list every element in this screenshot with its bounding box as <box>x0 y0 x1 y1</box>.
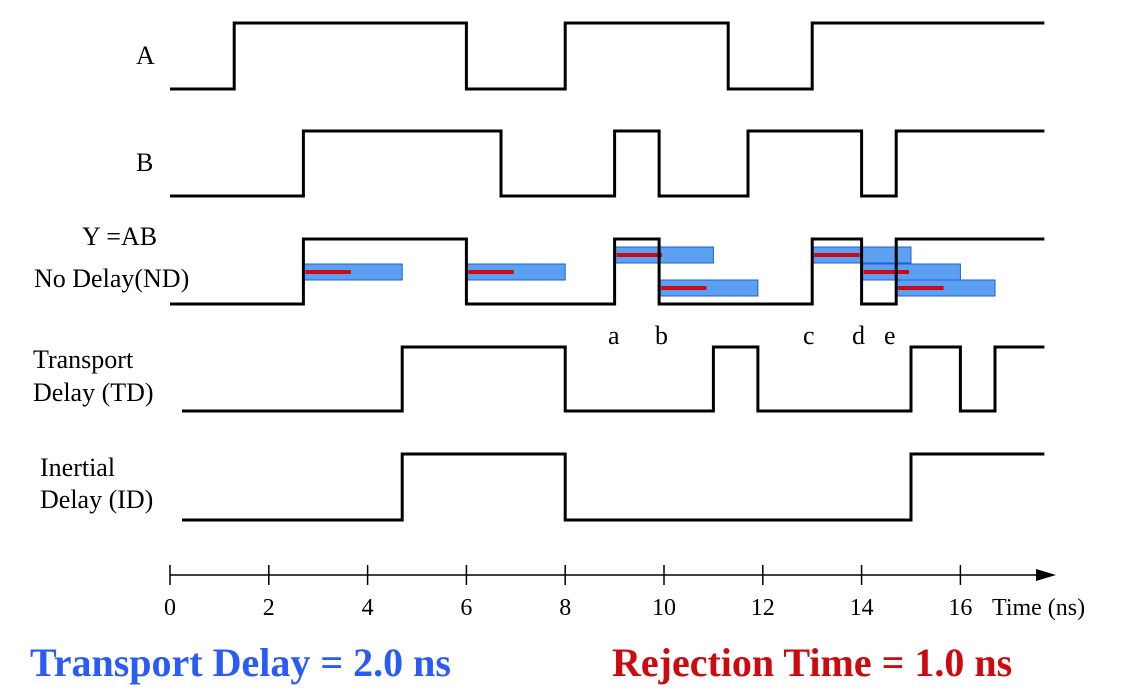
label-no-delay: No Delay(ND) <box>34 264 189 293</box>
axis-tick-label: 12 <box>751 595 775 621</box>
waveforms <box>170 21 1045 522</box>
axis-unit-label: Time (ns) <box>992 595 1085 621</box>
label-inertial-delay: Delay (ID) <box>40 485 153 514</box>
axis-tick-label: 4 <box>362 595 374 621</box>
edge-marker-e: e <box>884 321 896 350</box>
label-transport-delay: Delay (TD) <box>33 378 154 407</box>
edge-marker-b: b <box>655 321 668 350</box>
label-transport: Transport <box>33 345 134 374</box>
axis-tick-label: 10 <box>652 595 676 621</box>
delay-bars <box>302 246 996 297</box>
axis-arrow-icon <box>1036 569 1056 581</box>
edge-marker-a: a <box>608 321 620 350</box>
axis-tick-label: 6 <box>460 595 472 621</box>
axis-tick-label: 8 <box>559 595 571 621</box>
waveform-TD <box>182 345 1045 413</box>
waveform-Y <box>170 237 1045 306</box>
axis-tick-label: 0 <box>164 595 176 621</box>
label-A: A <box>136 41 155 70</box>
signal-labels: A B Y =AB No Delay(ND) Transport Delay (… <box>33 41 189 514</box>
axis-tick-label: 2 <box>263 595 275 621</box>
label-inertial: Inertial <box>40 453 115 482</box>
edge-markers: a b c d e <box>608 321 896 350</box>
waveform-A <box>170 21 1045 91</box>
waveform-ID <box>182 452 1045 522</box>
label-Y: Y =AB <box>82 222 157 251</box>
label-B: B <box>136 148 153 177</box>
axis-tick-label: 14 <box>850 595 874 621</box>
time-axis: 0 2 4 6 8 10 12 14 16 Time (ns) <box>164 565 1085 621</box>
waveform-B <box>170 129 1045 198</box>
edge-marker-d: d <box>852 321 865 350</box>
transport-delay-caption: Transport Delay = 2.0 ns <box>30 640 451 685</box>
axis-ticks: 0 2 4 6 8 10 12 14 16 <box>164 565 972 621</box>
rejection-time-caption: Rejection Time = 1.0 ns <box>612 640 1012 685</box>
axis-tick-label: 16 <box>948 595 972 621</box>
edge-marker-c: c <box>803 321 815 350</box>
